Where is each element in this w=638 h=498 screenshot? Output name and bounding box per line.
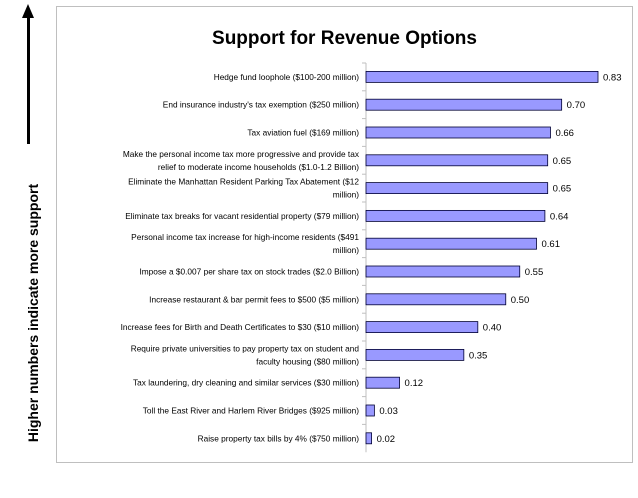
bar <box>365 376 400 389</box>
category-label: Toll the East River and Harlem River Bri… <box>143 406 359 416</box>
data-label: 0.55 <box>525 267 544 278</box>
category-label: End insurance industry's tax exemption (… <box>163 100 359 110</box>
bar <box>365 237 537 250</box>
category-label: million) <box>333 190 360 200</box>
bar <box>365 432 372 445</box>
category-label: Raise property tax bills by 4% ($750 mil… <box>198 433 360 443</box>
data-label: 0.66 <box>555 128 574 139</box>
data-label: 0.03 <box>379 406 398 417</box>
category-label: Tax aviation fuel ($169 million) <box>247 128 359 138</box>
data-label: 0.50 <box>511 295 530 306</box>
bar <box>365 182 549 195</box>
data-label: 0.83 <box>603 72 622 83</box>
bar <box>365 98 563 111</box>
category-label: faculty housing ($80 million) <box>256 356 359 366</box>
data-label: 0.64 <box>550 211 569 222</box>
data-label: 0.65 <box>553 184 572 195</box>
data-label: 0.35 <box>469 350 488 361</box>
up-arrow-icon <box>27 14 30 144</box>
bar <box>365 154 549 167</box>
bar <box>365 293 507 306</box>
category-label: Eliminate the Manhattan Resident Parking… <box>128 177 359 187</box>
category-label: Increase restaurant & bar permit fees to… <box>149 294 359 304</box>
bar <box>365 265 521 278</box>
up-arrow-head-icon <box>22 4 34 18</box>
bar-chart: 0.83 Hedge fund loophole ($100-200 millio… <box>121 62 622 453</box>
data-label: 0.12 <box>405 378 424 389</box>
category-label: Increase fees for Birth and Death Certif… <box>121 322 360 332</box>
data-label: 0.02 <box>377 434 396 445</box>
category-label: Require private universities to pay prop… <box>131 343 360 353</box>
data-label: 0.65 <box>553 156 572 167</box>
chart-frame <box>56 6 633 463</box>
category-label: Impose a $0.007 per share tax on stock t… <box>139 267 359 277</box>
bar <box>365 404 375 417</box>
category-label: Tax laundering, dry cleaning and similar… <box>133 378 359 388</box>
category-label: Hedge fund loophole ($100-200 million) <box>214 72 360 82</box>
category-label: Make the personal income tax more progre… <box>123 149 360 159</box>
category-label: relief to moderate income households ($1… <box>158 162 359 172</box>
data-label: 0.61 <box>542 239 561 250</box>
data-label: 0.40 <box>483 323 502 334</box>
bar <box>365 126 551 139</box>
bar <box>365 321 479 334</box>
bar <box>365 209 546 222</box>
category-label: million) <box>333 245 360 255</box>
bar <box>365 71 599 83</box>
category-label: Personal income tax increase for high-in… <box>131 232 359 242</box>
category-label: Eliminate tax breaks for vacant resident… <box>125 211 359 221</box>
bar <box>365 348 465 361</box>
data-label: 0.70 <box>567 100 586 111</box>
chart-title: Support for Revenue Options <box>212 28 477 49</box>
